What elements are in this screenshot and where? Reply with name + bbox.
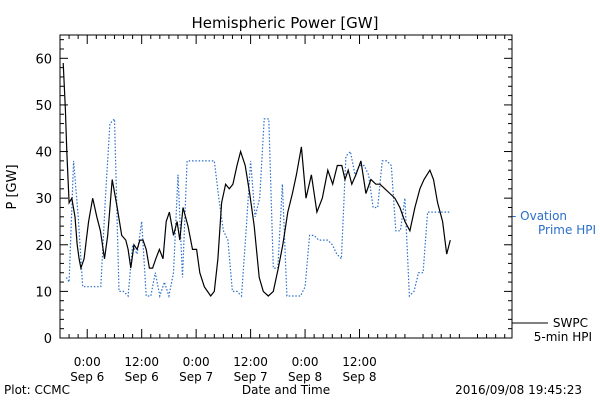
y-tick-label: 0 bbox=[44, 332, 52, 347]
ovation-prime-hpi-line bbox=[65, 117, 451, 299]
x-axis-label: Date and Time bbox=[242, 383, 330, 397]
legend-ovation-line1: - Ovation bbox=[512, 209, 567, 223]
x-tick-date-label: Sep 7 bbox=[234, 370, 268, 384]
plot-frame bbox=[59, 34, 513, 339]
legend-swpc-line1: SWPC bbox=[553, 316, 588, 330]
x-tick-date-label: Sep 7 bbox=[179, 370, 213, 384]
y-tick-label: 10 bbox=[35, 285, 52, 300]
y-axis: 0 10 20 30 40 50 60 bbox=[35, 39, 512, 347]
legend: - Ovation Prime HPI SWPC 5-min HPI bbox=[512, 209, 596, 344]
y-tick-label: 50 bbox=[35, 99, 52, 114]
y-tick-label: 40 bbox=[35, 146, 52, 161]
plot-area-border bbox=[59, 34, 513, 339]
swpc-hpi-line bbox=[62, 62, 451, 298]
x-tick-time-label: 0:00 bbox=[183, 355, 210, 369]
chart-title: Hemispheric Power [GW] bbox=[192, 14, 379, 32]
x-tick-time-label: 12:00 bbox=[124, 355, 159, 369]
legend-swpc-line2: 5-min HPI bbox=[534, 330, 592, 344]
x-tick-time-label: 12:00 bbox=[342, 355, 377, 369]
y-tick-label: 60 bbox=[35, 52, 52, 67]
x-tick-time-label: 0:00 bbox=[74, 355, 101, 369]
footer-plot-source: Plot: CCMC bbox=[4, 383, 70, 397]
x-tick-time-label: 12:00 bbox=[233, 355, 268, 369]
x-tick-date-label: Sep 8 bbox=[288, 370, 322, 384]
x-tick-date-label: Sep 8 bbox=[342, 370, 376, 384]
series-layer bbox=[62, 62, 451, 299]
footer-timestamp: 2016/09/08 19:45:23 bbox=[455, 383, 582, 397]
y-tick-label: 30 bbox=[35, 192, 52, 207]
x-tick-date-label: Sep 6 bbox=[125, 370, 159, 384]
x-tick-time-label: 0:00 bbox=[292, 355, 319, 369]
x-tick-date-label: Sep 6 bbox=[70, 370, 104, 384]
y-axis-label: P [GW] bbox=[5, 164, 20, 209]
y-tick-label: 20 bbox=[35, 239, 52, 254]
legend-ovation-line2: Prime HPI bbox=[538, 223, 596, 237]
